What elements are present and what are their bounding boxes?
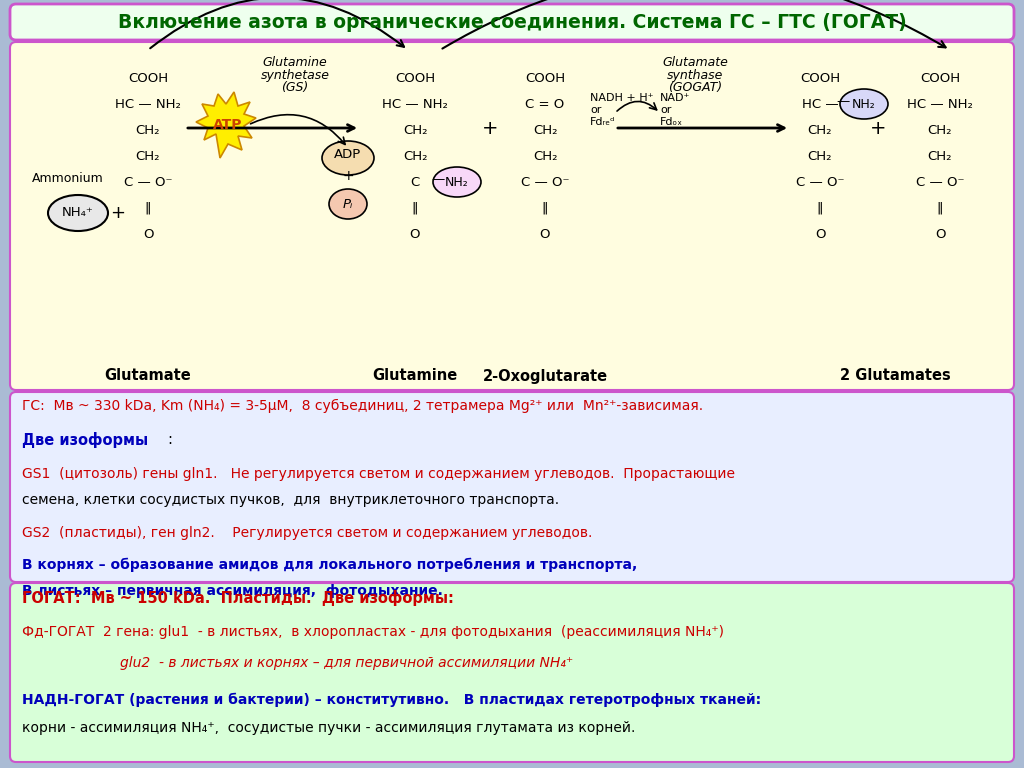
Polygon shape bbox=[196, 92, 256, 158]
Text: GS2  (пластиды), ген gln2.    Регулируется светом и содержанием углеводов.: GS2 (пластиды), ген gln2. Регулируется с… bbox=[22, 526, 592, 541]
Text: COOH: COOH bbox=[525, 71, 565, 84]
Text: CH₂: CH₂ bbox=[136, 150, 160, 163]
Text: ГОГАТ:  Мв ~ 150 kDa.  Пластиды.  Две изоформы:: ГОГАТ: Мв ~ 150 kDa. Пластиды. Две изофо… bbox=[22, 590, 454, 606]
Text: ‖: ‖ bbox=[412, 201, 419, 214]
FancyBboxPatch shape bbox=[10, 392, 1014, 582]
Text: ‖: ‖ bbox=[144, 201, 152, 214]
Text: NH₂: NH₂ bbox=[852, 98, 876, 111]
Text: NADH + H⁺: NADH + H⁺ bbox=[590, 93, 653, 103]
Text: C — O⁻: C — O⁻ bbox=[521, 176, 569, 188]
Ellipse shape bbox=[433, 167, 481, 197]
Text: CH₂: CH₂ bbox=[532, 124, 557, 137]
Text: glu2  - в листьях и корнях – для первичной ассимиляции NH₄⁺: glu2 - в листьях и корнях – для первично… bbox=[120, 656, 573, 670]
Text: O: O bbox=[410, 227, 420, 240]
Text: HC — NH₂: HC — NH₂ bbox=[382, 98, 447, 111]
Text: (GOGAT): (GOGAT) bbox=[668, 81, 722, 94]
Text: (GS): (GS) bbox=[282, 81, 308, 94]
Text: HC —: HC — bbox=[802, 98, 839, 111]
Text: COOH: COOH bbox=[128, 71, 168, 84]
Text: +: + bbox=[111, 204, 126, 222]
FancyBboxPatch shape bbox=[10, 4, 1014, 40]
Text: C — O⁻: C — O⁻ bbox=[915, 176, 965, 188]
Text: COOH: COOH bbox=[800, 71, 840, 84]
Text: NH₄⁺: NH₄⁺ bbox=[62, 207, 94, 220]
Text: 2-Oxoglutarate: 2-Oxoglutarate bbox=[482, 369, 607, 383]
Text: CH₂: CH₂ bbox=[928, 150, 952, 163]
Text: ‖: ‖ bbox=[542, 201, 548, 214]
Text: ‖: ‖ bbox=[937, 201, 943, 214]
Text: —: — bbox=[836, 95, 849, 108]
Text: Fdᵣₑᵈ: Fdᵣₑᵈ bbox=[590, 117, 615, 127]
Text: synthetase: synthetase bbox=[260, 68, 330, 81]
Text: CH₂: CH₂ bbox=[532, 150, 557, 163]
Text: C = O: C = O bbox=[525, 98, 564, 111]
Text: O: O bbox=[815, 227, 825, 240]
Text: корни - ассимиляция NH₄⁺,  сосудистые пучки - ассимиляция глутамата из корней.: корни - ассимиляция NH₄⁺, сосудистые пуч… bbox=[22, 721, 635, 735]
Text: NH₂: NH₂ bbox=[445, 176, 469, 188]
Text: or: or bbox=[590, 105, 601, 115]
Text: HC — NH₂: HC — NH₂ bbox=[907, 98, 973, 111]
Ellipse shape bbox=[329, 189, 367, 219]
Text: Ammonium: Ammonium bbox=[32, 171, 103, 184]
Text: CH₂: CH₂ bbox=[928, 124, 952, 137]
FancyBboxPatch shape bbox=[10, 42, 1014, 390]
Text: +: + bbox=[481, 118, 499, 137]
Text: ‖: ‖ bbox=[817, 201, 823, 214]
Text: В листьях – первичная ассимиляция,  фотодыхание.: В листьях – первичная ассимиляция, фотод… bbox=[22, 584, 442, 598]
Text: C — O⁻: C — O⁻ bbox=[796, 176, 844, 188]
Text: ADP: ADP bbox=[335, 147, 361, 161]
Text: or: or bbox=[660, 105, 672, 115]
Text: O: O bbox=[935, 227, 945, 240]
Text: CH₂: CH₂ bbox=[402, 150, 427, 163]
Text: Glutamine: Glutamine bbox=[262, 57, 328, 69]
Text: Фд-ГОГАТ  2 гена: glu1  - в листьях,  в хлоропластах - для фотодыхания  (реассим: Фд-ГОГАТ 2 гена: glu1 - в листьях, в хло… bbox=[22, 625, 724, 639]
Text: Две изоформы: Две изоформы bbox=[22, 432, 148, 448]
Text: Glutamate: Glutamate bbox=[663, 57, 728, 69]
Ellipse shape bbox=[322, 141, 374, 175]
Text: NAD⁺: NAD⁺ bbox=[660, 93, 690, 103]
Text: COOH: COOH bbox=[395, 71, 435, 84]
Text: CH₂: CH₂ bbox=[808, 150, 833, 163]
Text: семена, клетки сосудистых пучков,  для  внутриклеточного транспорта.: семена, клетки сосудистых пучков, для вн… bbox=[22, 492, 559, 507]
Text: C — O⁻: C — O⁻ bbox=[124, 176, 172, 188]
Ellipse shape bbox=[840, 89, 888, 119]
Text: HC — NH₂: HC — NH₂ bbox=[115, 98, 181, 111]
Text: ГС:  Мв ~ 330 kDa, Km (NH₄) = 3-5μM,  8 субъединиц, 2 тетрамера Mg²⁺ или  Mn²⁺-з: ГС: Мв ~ 330 kDa, Km (NH₄) = 3-5μM, 8 су… bbox=[22, 399, 703, 413]
Text: Glutamate: Glutamate bbox=[104, 369, 191, 383]
Text: CH₂: CH₂ bbox=[808, 124, 833, 137]
Text: Glutamine: Glutamine bbox=[373, 369, 458, 383]
Text: +: + bbox=[342, 169, 354, 183]
Text: В корнях – образование амидов для локального потребления и транспорта,: В корнях – образование амидов для локаль… bbox=[22, 558, 637, 571]
Text: :: : bbox=[167, 432, 172, 447]
Text: O: O bbox=[142, 227, 154, 240]
Text: НАДН-ГОГАТ (растения и бактерии) – конститутивно.   В пластидах гетеротрофных тк: НАДН-ГОГАТ (растения и бактерии) – конст… bbox=[22, 692, 761, 707]
Text: CH₂: CH₂ bbox=[402, 124, 427, 137]
Text: CH₂: CH₂ bbox=[136, 124, 160, 137]
Text: —: — bbox=[431, 174, 444, 187]
FancyBboxPatch shape bbox=[10, 583, 1014, 762]
Text: synthase: synthase bbox=[667, 68, 723, 81]
Text: GS1  (цитозоль) гены gln1.   Не регулируется светом и содержанием углеводов.  Пр: GS1 (цитозоль) гены gln1. Не регулируетс… bbox=[22, 467, 735, 481]
Text: ATP: ATP bbox=[213, 118, 243, 132]
Text: C: C bbox=[411, 176, 420, 188]
Text: Pᵢ: Pᵢ bbox=[343, 197, 353, 210]
Text: 2 Glutamates: 2 Glutamates bbox=[840, 369, 950, 383]
Text: Включение азота в органические соединения. Система ГС – ГТС (ГОГАТ): Включение азота в органические соединени… bbox=[118, 12, 906, 31]
Text: Fdₒₓ: Fdₒₓ bbox=[660, 117, 683, 127]
Ellipse shape bbox=[48, 195, 108, 231]
Text: +: + bbox=[869, 118, 886, 137]
Text: COOH: COOH bbox=[920, 71, 961, 84]
Text: O: O bbox=[540, 227, 550, 240]
